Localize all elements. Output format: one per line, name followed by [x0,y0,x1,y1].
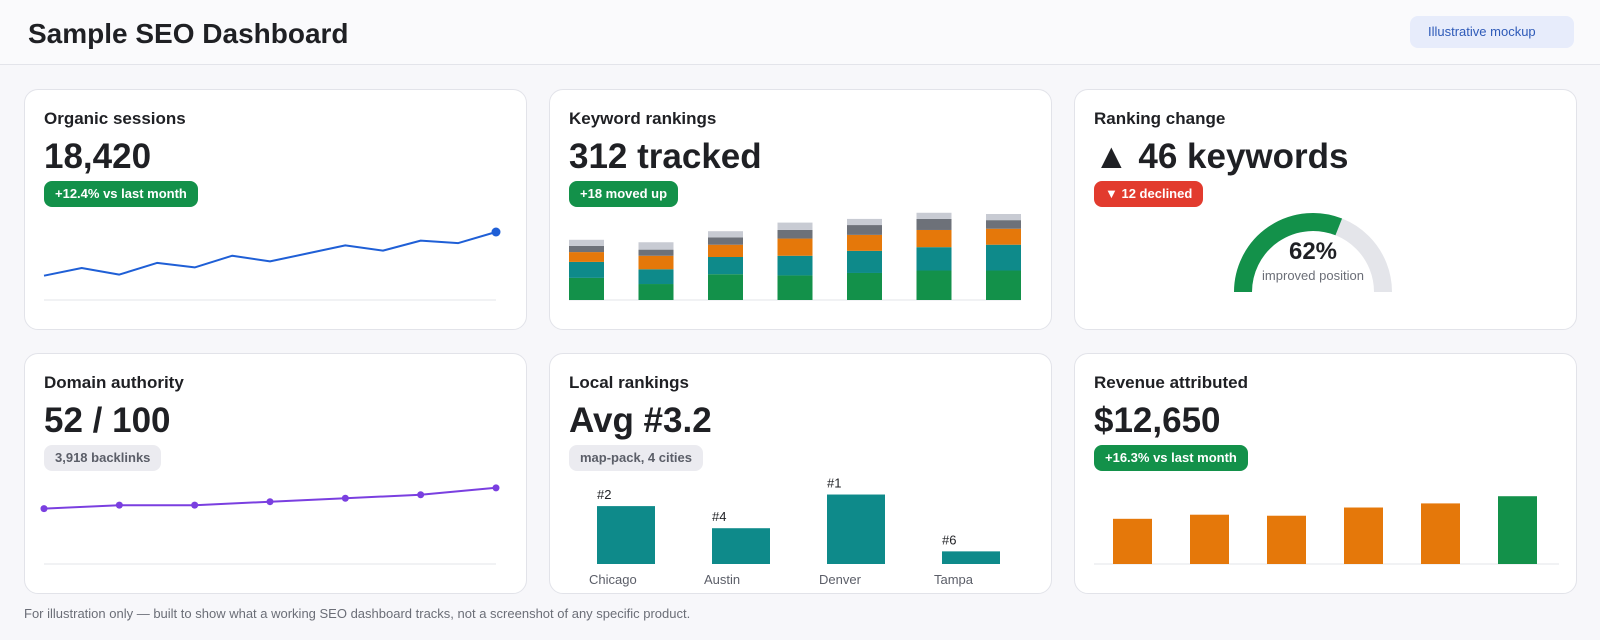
map-pack-badge: map-pack, 4 cities [569,445,703,471]
bar-data-label: #1 [827,476,841,491]
bar [1113,518,1152,564]
header-bar: Sample SEO Dashboard Illustrative mockup [0,0,1600,65]
stacked-bar-segment [569,245,604,253]
card-title: Ranking change [1094,109,1226,128]
data-point [115,501,123,509]
stacked-bar-segment [777,255,813,276]
revenue-attributed-value: $12,650 [1094,401,1221,440]
change-badge: +12.4% vs last month [44,181,198,207]
stacked-bar-segment [916,270,952,300]
revenue-attributed-chart [1094,496,1559,565]
card-title: Organic sessions [44,109,186,128]
mockup-badge: Illustrative mockup [1410,16,1574,48]
stacked-bar-segment [569,277,604,300]
stacked-bar-segment [847,234,882,251]
ranking-change-card[interactable]: Ranking change ▲ 46 keywords ▼ 12 declin… [1074,89,1577,330]
domain-authority-value: 52 / 100 [44,401,171,440]
stacked-bar-segment [777,229,813,239]
bar [712,528,770,564]
data-point [191,501,199,509]
stacked-bar-segment [847,250,882,273]
bar [597,506,655,564]
bar [1267,515,1306,564]
stacked-bar-segment [638,249,674,256]
bar [827,494,885,564]
stacked-bar-segment [708,244,743,257]
bar [1190,514,1229,564]
local-rankings-chart: #2 Chicago #4 Austin #1 Denver #6 Tampa [589,476,1000,587]
ranking-change-value: ▲ 46 keywords [1094,137,1349,176]
stacked-bar-segment [638,269,674,285]
stacked-bar-segment [569,261,604,278]
stacked-bar-segment [986,228,1021,245]
stacked-bar-segment [847,272,882,300]
declined-badge: ▼ 12 declined [1094,181,1204,207]
stacked-bar-segment [847,218,882,226]
domain-authority-chart [40,484,500,565]
improved-position-gauge: 62% improved position [1234,213,1392,293]
stacked-bar-segment [777,275,813,300]
revenue-change-badge: +16.3% vs last month [1094,445,1248,471]
card-title: Local rankings [569,373,689,392]
organic-sessions-value: 18,420 [44,137,152,176]
card-title: Keyword rankings [569,109,717,128]
stacked-bar-segment [847,225,882,235]
card-title: Revenue attributed [1094,373,1248,392]
stacked-bar-segment [708,274,743,300]
category-label: Austin [704,572,740,587]
stacked-bar-segment [777,238,813,256]
keyword-rankings-value: 312 tracked [569,137,762,176]
bar [942,551,1000,564]
stacked-bar-segment [708,231,743,238]
category-label: Tampa [934,572,974,587]
stacked-bar-segment [916,212,952,219]
organic-sessions-chart [43,227,501,301]
data-point [266,498,274,506]
stacked-bar-segment [916,229,952,248]
footer-note: For illustration only — built to show wh… [24,606,691,621]
stacked-bar-segment [569,252,604,262]
bar-data-label: #4 [712,509,726,524]
stacked-bar-segment [986,244,1021,271]
stacked-bar-segment [638,242,674,250]
gauge-label: improved position [1262,268,1364,283]
stacked-bar-segment [638,284,674,300]
stacked-bar-segment [986,270,1021,300]
data-point [40,505,48,513]
page-title: Sample SEO Dashboard [28,18,349,49]
keyword-rankings-card[interactable]: Keyword rankings 312 tracked +18 moved u… [549,89,1052,330]
stacked-bar-segment [986,220,1021,229]
stacked-bar-segment [916,218,952,230]
backlinks-badge: 3,918 backlinks [44,445,162,471]
keyword-rankings-chart [569,212,1021,301]
revenue-attributed-card[interactable]: Revenue attributed $12,650 +16.3% vs las… [1074,353,1577,594]
card-title: Domain authority [44,373,184,392]
bar [1344,507,1383,564]
bar [1421,503,1460,564]
gauge-percent: 62% [1289,238,1337,265]
stacked-bar-segment [777,222,813,230]
moved-up-badge: +18 moved up [569,181,679,207]
data-point [341,494,349,502]
series-line [43,231,497,277]
local-rankings-value: Avg #3.2 [569,401,712,440]
gauge-fill [1234,213,1343,293]
data-point [491,227,501,237]
category-label: Chicago [589,572,637,587]
data-point [417,491,425,499]
bar [1498,496,1537,564]
local-rankings-card[interactable]: Local rankings Avg #3.2 map-pack, 4 citi… [549,353,1052,594]
category-label: Denver [819,572,862,587]
bar-data-label: #2 [597,487,611,502]
stacked-bar-segment [569,239,604,246]
stacked-bar-segment [986,214,1021,221]
stacked-bar-segment [916,247,952,271]
domain-authority-card[interactable]: Domain authority 52 / 100 3,918 backlink… [24,353,527,594]
data-point [492,484,500,492]
organic-sessions-card[interactable]: Organic sessions 18,420 +12.4% vs last m… [24,89,527,330]
stacked-bar-segment [638,255,674,270]
stacked-bar-segment [708,257,743,275]
bar-data-label: #6 [942,532,956,547]
stacked-bar-segment [708,237,743,245]
